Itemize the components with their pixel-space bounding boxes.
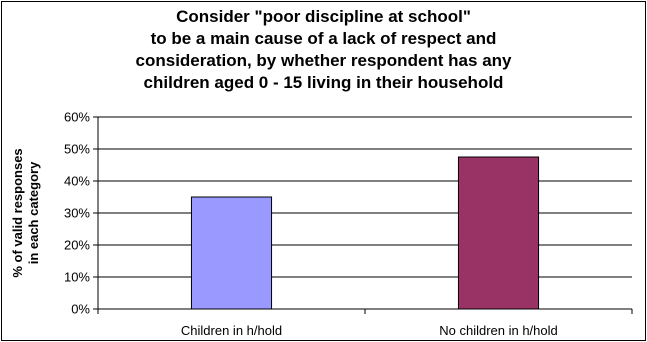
y-axis-label-line: % of valid responses bbox=[10, 148, 25, 277]
gridlines bbox=[98, 116, 632, 278]
y-tick-label: 60% bbox=[64, 110, 90, 125]
axes bbox=[93, 116, 633, 314]
bars bbox=[190, 156, 540, 310]
y-tick-label: 0% bbox=[71, 302, 90, 317]
y-tick-label: 50% bbox=[64, 142, 90, 157]
x-tick-label: No children in h/hold bbox=[439, 323, 558, 338]
y-tick-label: 20% bbox=[64, 238, 90, 253]
x-tick-label: Children in h/hold bbox=[181, 323, 282, 338]
title-line: children aged 0 - 15 living in their hou… bbox=[143, 73, 504, 92]
chart-title: Consider "poor discipline at school" to … bbox=[2, 6, 645, 94]
title-line: Consider "poor discipline at school" bbox=[176, 7, 471, 26]
title-line: consideration, by whether respondent has… bbox=[135, 51, 512, 70]
x-tick-labels: Children in h/hold No children in h/hold bbox=[181, 323, 558, 338]
y-axis-label: % of valid responses in each category bbox=[10, 148, 41, 277]
y-tick-label: 30% bbox=[64, 206, 90, 221]
title-line: to be a main cause of a lack of respect … bbox=[150, 29, 497, 48]
bar bbox=[190, 196, 273, 310]
y-tick-label: 10% bbox=[64, 270, 90, 285]
y-axis-label-line: in each category bbox=[26, 161, 41, 264]
bar bbox=[457, 156, 540, 310]
y-tick-labels: 0% 10% 20% 30% 40% 50% 60% bbox=[64, 110, 90, 317]
y-tick-label: 40% bbox=[64, 174, 90, 189]
